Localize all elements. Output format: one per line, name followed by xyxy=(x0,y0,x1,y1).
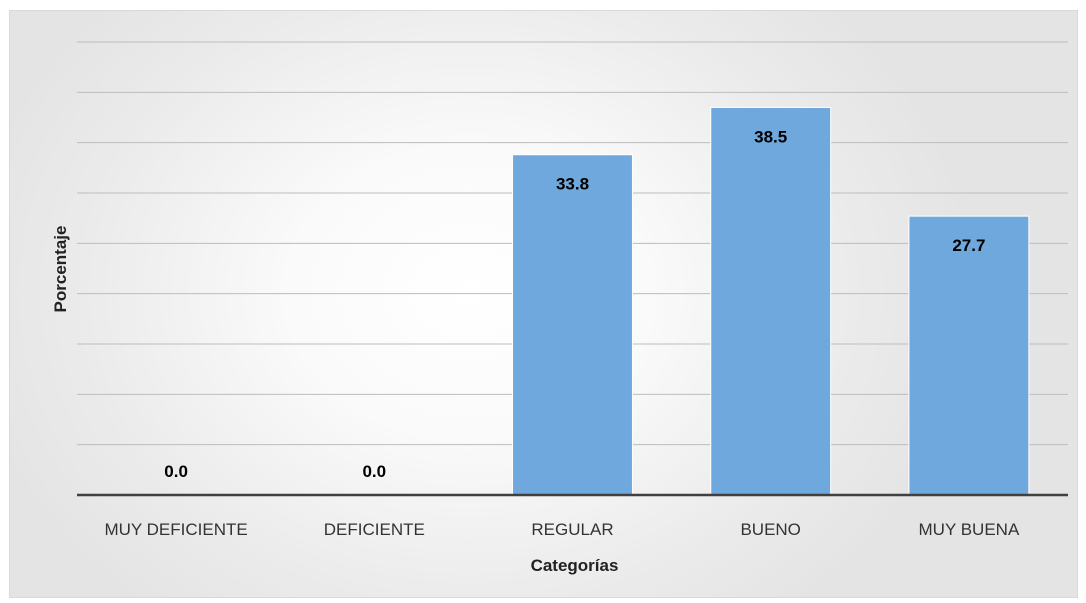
data-label: 33.8 xyxy=(556,175,589,194)
y-axis-title: Porcentaje xyxy=(51,226,70,313)
x-tick-label: REGULAR xyxy=(531,520,613,539)
bars xyxy=(512,106,1030,496)
x-axis-title: Categorías xyxy=(531,556,619,575)
x-tick-labels: MUY DEFICIENTE DEFICIENTE REGULAR BUENO MUY … xyxy=(104,520,1019,539)
x-tick-label: DEFICIENTE xyxy=(324,520,425,539)
x-tick-label: BUENO xyxy=(740,520,800,539)
data-label: 0.0 xyxy=(164,462,188,481)
x-tick-label: MUY DEFICIENTE xyxy=(104,520,247,539)
bar xyxy=(512,154,633,496)
bar xyxy=(710,106,832,496)
data-label: 0.0 xyxy=(362,462,386,481)
data-labels: 0.0 0.0 33.8 38.5 27.7 xyxy=(164,127,985,481)
x-tick-label: MUY BUENA xyxy=(919,520,1020,539)
bar xyxy=(908,215,1030,496)
data-label: 38.5 xyxy=(754,127,787,146)
data-label: 27.7 xyxy=(952,236,985,255)
